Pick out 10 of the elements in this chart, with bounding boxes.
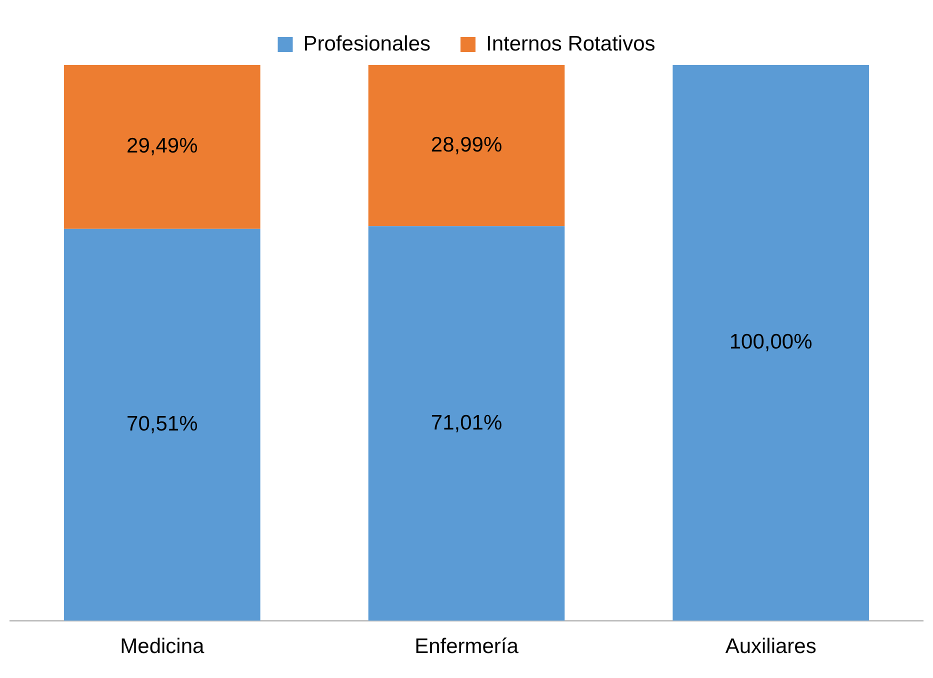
data-label: 28,99% [430,133,502,156]
data-label: 29,49% [126,134,198,158]
legend-label: Internos Rotativos [486,32,656,56]
x-tick-label: Enfermería [414,635,519,658]
legend-label: Profesionales [303,32,431,56]
data-label: 71,01% [430,411,502,434]
data-label: 70,51% [126,412,198,436]
x-tick-label: Medicina [120,635,205,658]
data-label: 100,00% [729,330,812,354]
x-tick-label: Auxiliares [725,635,816,658]
